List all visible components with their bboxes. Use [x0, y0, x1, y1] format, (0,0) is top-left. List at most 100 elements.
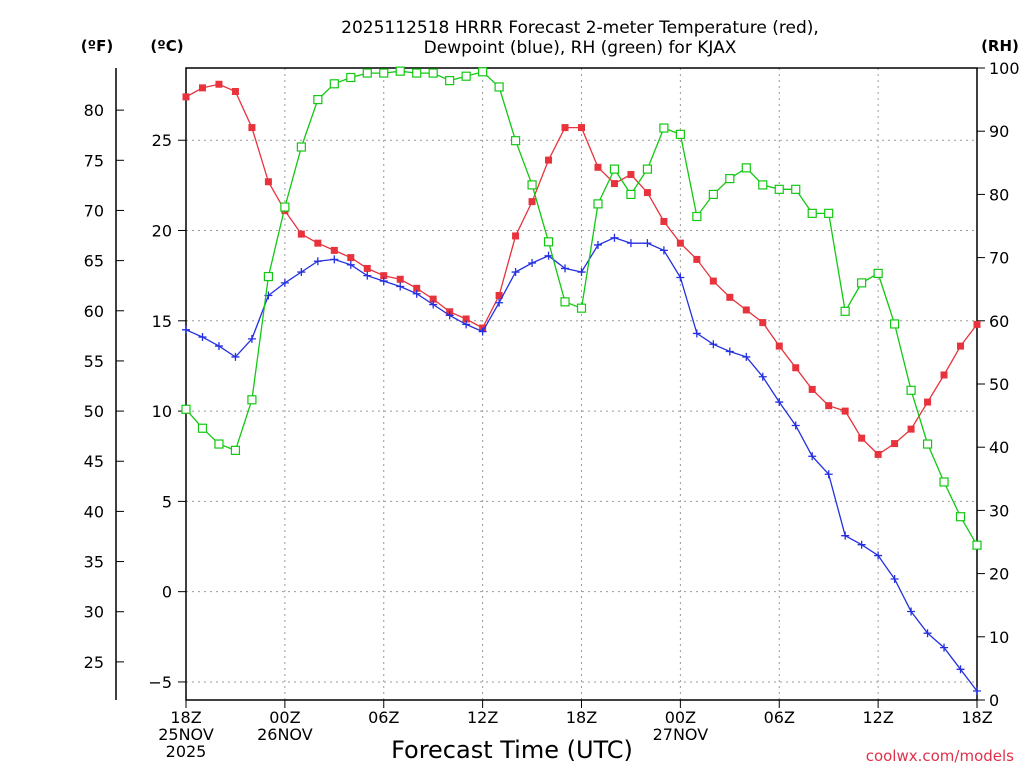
temperature-point [396, 275, 404, 283]
time-tick-label: 18Z [566, 708, 597, 727]
temperature-point [726, 293, 734, 301]
time-tick-label: 27NOV [653, 725, 709, 744]
dewpoint-point [907, 607, 916, 616]
celsius-tick-label: 10 [152, 402, 172, 421]
dewpoint-point [956, 665, 965, 674]
dewpoint-point [544, 251, 553, 260]
temperature-point [792, 364, 800, 372]
time-tick-label: 2025 [166, 742, 207, 761]
fahrenheit-tick-label: 70 [84, 201, 104, 220]
rh-point [197, 423, 208, 433]
time-tick-label: 12Z [862, 708, 893, 727]
dewpoint-point [577, 268, 586, 277]
rh-point [609, 164, 620, 174]
dewpoint-point [808, 452, 817, 461]
fahrenheit-tick-label: 45 [84, 452, 104, 471]
rh-point [379, 68, 389, 78]
rh-point [857, 278, 867, 288]
dewpoint-point [297, 268, 306, 277]
rh-tick-label: 20 [989, 565, 1009, 584]
fahrenheit-tick-label: 40 [84, 502, 104, 521]
rh-point [939, 477, 949, 487]
temperature-point [182, 93, 190, 101]
rh-point [362, 68, 372, 78]
rh-point [445, 76, 455, 86]
rh-point [428, 68, 438, 78]
rh-tick-label: 0 [989, 691, 999, 710]
temperature-point [231, 87, 239, 95]
dewpoint-point [478, 327, 487, 336]
fahrenheit-tick-label: 25 [84, 653, 104, 672]
celsius-tick-label: 0 [162, 583, 172, 602]
fahrenheit-tick-label: 75 [84, 151, 104, 170]
time-tick-label: 00Z [665, 708, 696, 727]
fahrenheit-tick-label: 65 [84, 252, 104, 271]
temperature-point [264, 178, 272, 186]
rh-tick-label: 80 [989, 185, 1009, 204]
temperature-point [907, 425, 915, 433]
fahrenheit-tick-label: 80 [84, 101, 104, 120]
temperature-point [775, 342, 783, 350]
rh-point [576, 303, 587, 313]
time-tick-label: 26NOV [257, 725, 313, 744]
rh-tick-label: 90 [989, 122, 1009, 141]
time-tick-label: 25NOV [158, 725, 214, 744]
dewpoint-point [511, 268, 520, 277]
temperature-point [594, 163, 602, 171]
chart-title-line: 2025112518 HRRR Forecast 2-meter Tempera… [341, 18, 819, 38]
rh-point [642, 164, 653, 174]
rh-point [922, 439, 933, 449]
temperature-point [676, 239, 684, 247]
temperature-point [957, 342, 965, 350]
dewpoint-point [346, 260, 355, 269]
temperature-point [347, 254, 355, 262]
dewpoint-point [429, 300, 438, 309]
fahrenheit-tick-label: 50 [84, 402, 104, 421]
rh-point [181, 404, 191, 414]
temperature-point [808, 385, 816, 393]
temperature-point [742, 306, 750, 314]
grid-lines [186, 68, 977, 700]
temperature-point [924, 398, 932, 406]
dewpoint-point [643, 239, 652, 248]
rh-point [395, 66, 405, 76]
temperature-point [495, 292, 503, 300]
rh-point [280, 202, 290, 212]
rh-unit-label: (RH) [981, 37, 1019, 55]
rh-tick-label: 10 [989, 628, 1009, 647]
dewpoint-point [528, 259, 537, 268]
rh-tick-label: 100 [989, 59, 1020, 78]
rh-point [461, 71, 471, 81]
rh-point [824, 208, 834, 218]
dewpoint-point [495, 298, 504, 307]
temperature-point [709, 277, 717, 285]
dewpoint-point [890, 575, 899, 584]
dewpoint-point [231, 352, 240, 361]
rh-point [478, 67, 488, 77]
temperature-point [627, 171, 635, 179]
temperature-point [512, 232, 520, 240]
rh-point [774, 184, 784, 194]
dewpoint-point [445, 311, 454, 320]
dewpoint-point [462, 320, 471, 329]
rh-point [313, 94, 323, 105]
dewpoint-point [725, 347, 734, 356]
rh-point [214, 439, 224, 449]
rh-point [725, 174, 735, 184]
dewpoint-point [247, 334, 256, 343]
rh-point [659, 123, 669, 133]
temperature-point [545, 156, 553, 164]
rh-point [890, 319, 900, 329]
credit-label: coolwx.com/models [866, 747, 1014, 765]
rh-point [741, 163, 751, 173]
dewpoint-point [742, 352, 751, 361]
rh-tick-label: 70 [989, 249, 1009, 268]
temperature-point [528, 198, 536, 206]
data-series [181, 66, 982, 695]
dewpoint-point [659, 246, 668, 255]
celsius-tick-label: 15 [152, 312, 172, 331]
dewpoint-point [775, 398, 784, 407]
fahrenheit-tick-label: 60 [84, 302, 104, 321]
temperature-point [858, 434, 866, 442]
chart-title: 2025112518 HRRR Forecast 2-meter Tempera… [341, 18, 819, 58]
